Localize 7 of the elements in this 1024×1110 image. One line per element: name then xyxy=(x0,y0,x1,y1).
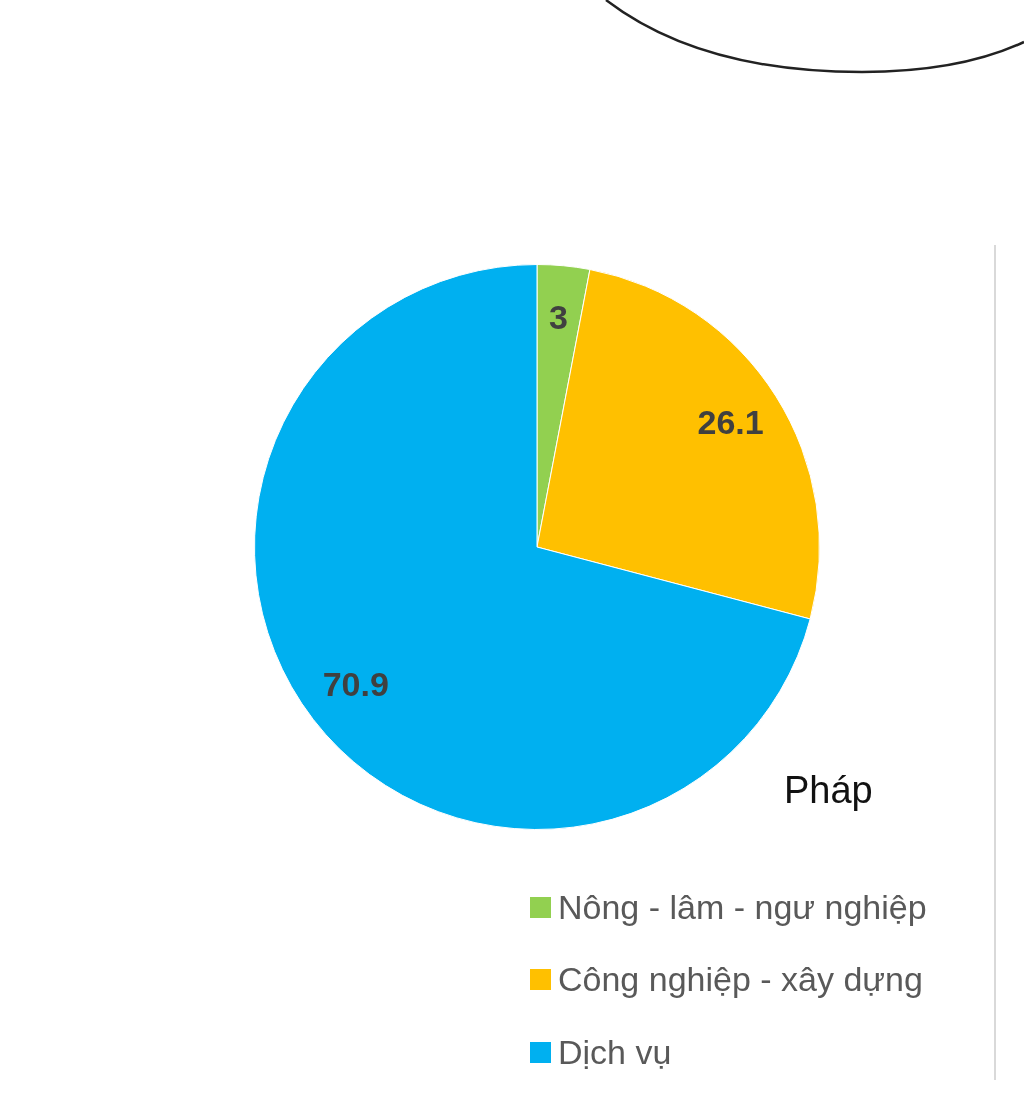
legend-label: Công nghiệp - xây dựng xyxy=(558,960,923,1000)
legend-label: Dịch vụ xyxy=(558,1032,672,1072)
text: Pháp xyxy=(784,769,873,811)
data-label: 3 xyxy=(549,297,568,336)
legend-label: Nông - lâm - ngư nghiệp xyxy=(558,887,927,927)
data-label: 70.9 xyxy=(322,665,389,704)
data-label: 26.1 xyxy=(697,403,764,442)
